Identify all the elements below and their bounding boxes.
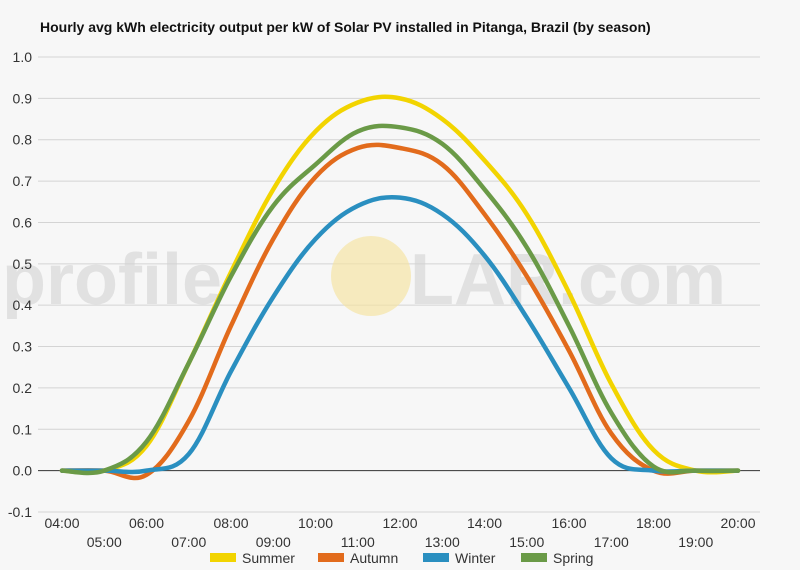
y-tick-label: 0.9 (13, 90, 33, 106)
legend-swatch-winter (423, 553, 449, 562)
y-axis: -0.1 0.0 0.1 0.2 0.3 0.4 0.5 0.6 0.7 0.8 0.9 1.0 (8, 49, 32, 520)
legend-swatch-summer (210, 553, 236, 562)
x-tick-label: 18:00 (636, 515, 671, 531)
x-tick-label: 16:00 (551, 515, 586, 531)
watermark: profile LAR.com (2, 236, 726, 320)
series-line-spring (59, 123, 741, 476)
y-tick-label: -0.1 (8, 504, 32, 520)
x-tick-label: 20:00 (720, 515, 755, 531)
legend-label-winter: Winter (455, 550, 496, 566)
x-tick-label: 10:00 (298, 515, 333, 531)
x-tick-label: 17:00 (594, 534, 629, 550)
legend-swatch-autumn (318, 553, 344, 562)
legend: Summer Autumn Winter Spring (210, 550, 593, 566)
y-tick-label: 0.8 (13, 132, 33, 148)
chart-title: Hourly avg kWh electricity output per kW… (40, 19, 651, 35)
watermark-sun-icon (331, 236, 411, 316)
x-tick-label: 14:00 (467, 515, 502, 531)
legend-item-winter: Winter (423, 550, 496, 566)
x-tick-label: 19:00 (678, 534, 713, 550)
series-group (59, 94, 741, 481)
y-tick-label: 0.0 (13, 463, 33, 479)
x-tick-label: 08:00 (213, 515, 248, 531)
series-line-winter (59, 195, 741, 475)
x-axis: 04:00 05:00 06:00 07:00 08:00 09:00 10:00 11:00… (44, 515, 755, 550)
legend-item-summer: Summer (210, 550, 295, 566)
legend-item-autumn: Autumn (318, 550, 398, 566)
y-tick-label: 0.6 (13, 214, 33, 230)
x-tick-label: 07:00 (171, 534, 206, 550)
watermark-left-text: profile (2, 240, 222, 320)
y-tick-label: 0.4 (13, 297, 33, 313)
y-tick-label: 0.2 (13, 380, 33, 396)
series-line-autumn (59, 142, 741, 481)
x-tick-label: 11:00 (341, 534, 375, 550)
y-tick-label: 0.3 (13, 339, 33, 355)
legend-label-summer: Summer (242, 550, 295, 566)
x-tick-label: 09:00 (256, 534, 291, 550)
legend-label-spring: Spring (553, 550, 593, 566)
legend-swatch-spring (521, 553, 547, 562)
y-tick-label: 1.0 (13, 49, 33, 65)
x-tick-label: 12:00 (382, 515, 417, 531)
legend-label-autumn: Autumn (350, 550, 398, 566)
x-tick-label: 13:00 (425, 534, 460, 550)
y-tick-label: 0.7 (13, 173, 33, 189)
x-tick-label: 06:00 (129, 515, 164, 531)
x-tick-label: 15:00 (509, 534, 544, 550)
watermark-right-text: LAR.com (410, 240, 726, 320)
legend-item-spring: Spring (521, 550, 593, 566)
x-tick-label: 04:00 (44, 515, 79, 531)
y-tick-label: 0.5 (13, 256, 33, 272)
x-tick-label: 05:00 (87, 534, 122, 550)
y-tick-label: 0.1 (13, 421, 33, 437)
